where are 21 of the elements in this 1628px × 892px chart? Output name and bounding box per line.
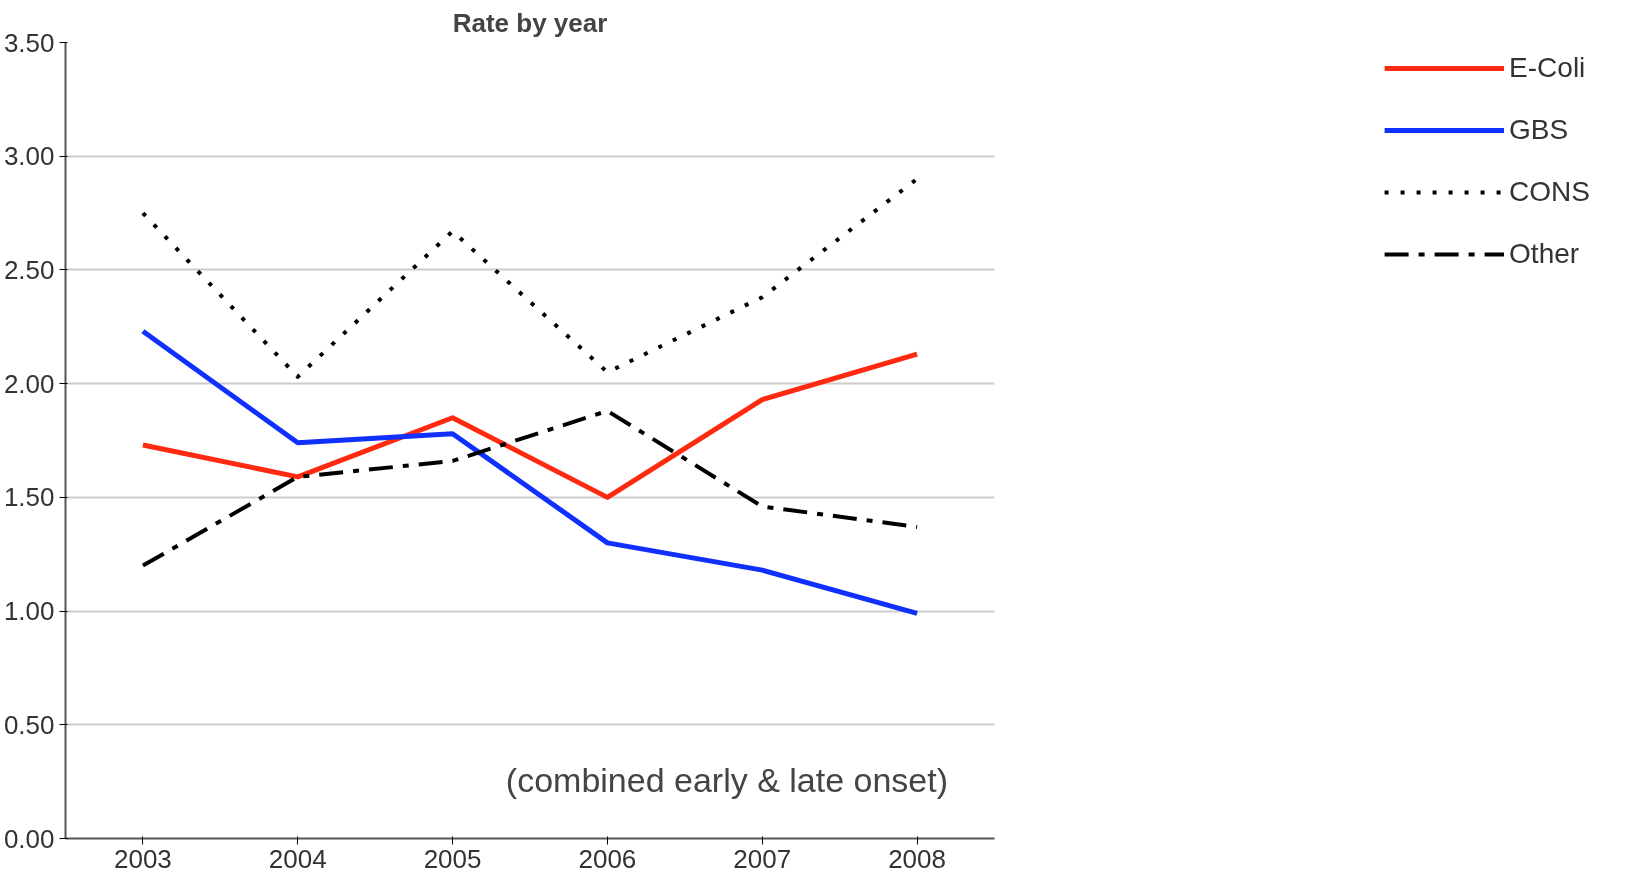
legend-label: GBS	[1509, 114, 1569, 146]
y-tick-label: 3.00	[3, 141, 55, 172]
chart-title: Rate by year	[452, 7, 608, 38]
line-series	[140, 408, 920, 568]
y-tick-label: 1.00	[3, 596, 55, 627]
y-tick-label: 1.50	[3, 482, 55, 513]
y-tick-label: 2.00	[3, 368, 55, 399]
x-tick-label: 2005	[423, 843, 482, 874]
legend-label: Other	[1509, 238, 1580, 270]
y-tick-label: 0.00	[3, 823, 55, 854]
legend-label: CONS	[1509, 176, 1590, 208]
x-tick-label: 2007	[733, 843, 792, 874]
y-tick-label: 0.50	[3, 709, 55, 740]
x-tick-label: 2006	[578, 843, 637, 874]
y-tick-label: 2.50	[3, 254, 55, 285]
annotation: (combined early & late onset)	[505, 760, 949, 799]
x-tick-label: 2003	[114, 843, 172, 874]
y-tick-label: 3.50	[3, 27, 55, 58]
x-tick-label: 2008	[888, 843, 947, 874]
x-tick-label: 2004	[268, 843, 327, 874]
legend-label: E-Coli	[1509, 52, 1586, 84]
